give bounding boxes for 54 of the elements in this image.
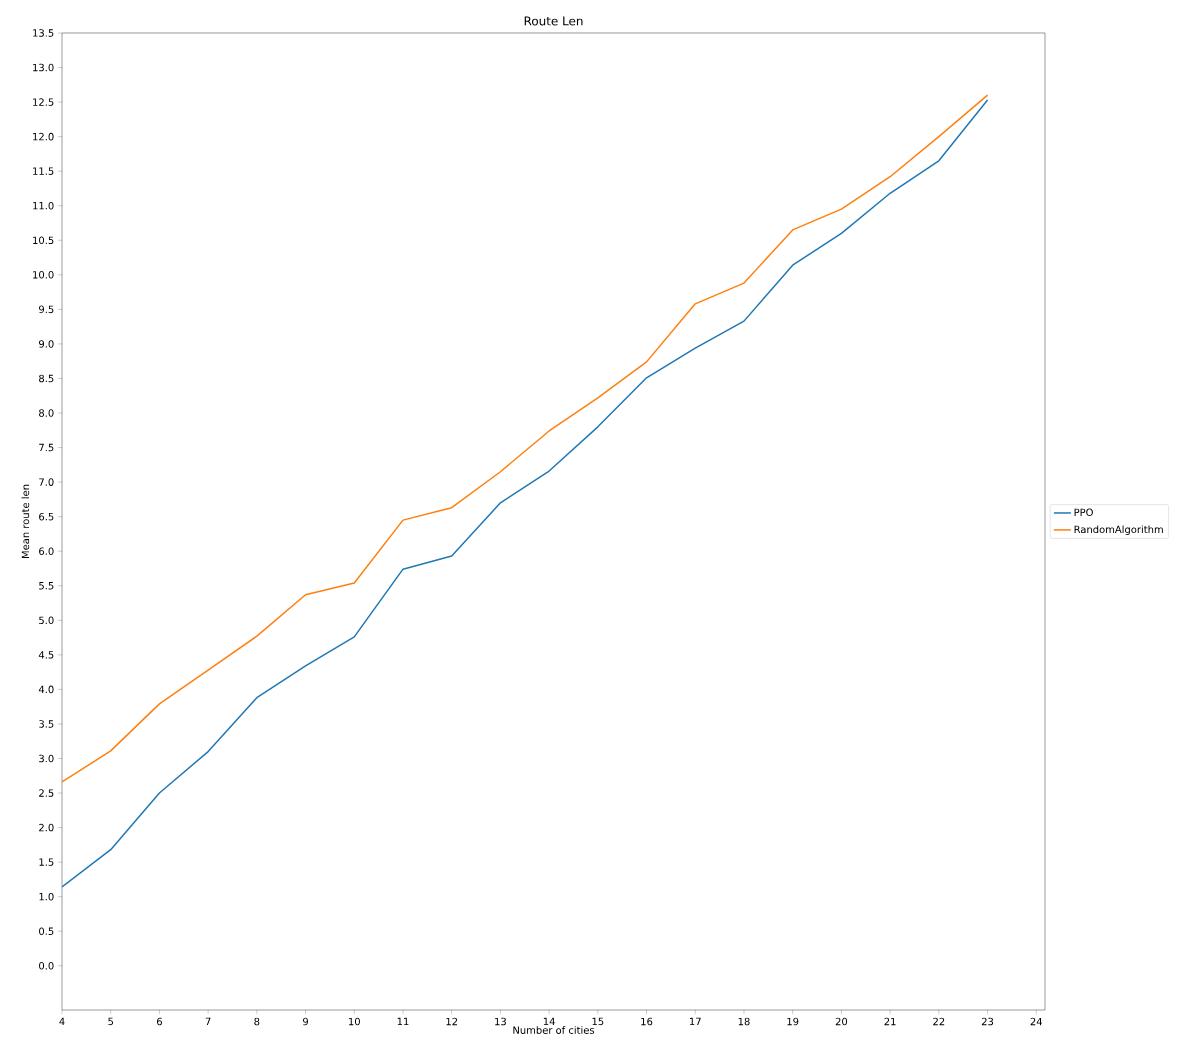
x-tick-label: 24 bbox=[1030, 1017, 1043, 1026]
x-tick-label: 12 bbox=[446, 1017, 458, 1026]
x-tick-label: 14 bbox=[543, 1017, 555, 1026]
x-tick-label: 10 bbox=[349, 1017, 360, 1026]
x-tick-label: 17 bbox=[690, 1017, 701, 1026]
y-tick-label: 12.5 bbox=[33, 98, 54, 106]
x-tick-label: 20 bbox=[835, 1017, 848, 1026]
y-tick-label: 2.5 bbox=[39, 789, 54, 797]
x-tick-label: 13 bbox=[495, 1017, 506, 1026]
y-tick-label: 8.0 bbox=[39, 409, 54, 417]
x-tick-label: 11 bbox=[397, 1017, 409, 1026]
x-tick-label: 22 bbox=[933, 1017, 945, 1026]
x-tick-label: 19 bbox=[787, 1017, 799, 1026]
x-axis-title: Number of cities bbox=[513, 1026, 595, 1034]
legend-label: RandomAlgorithm bbox=[1074, 525, 1163, 536]
legend-label: PPO bbox=[1074, 508, 1093, 517]
y-tick-label: 5.0 bbox=[39, 616, 54, 625]
x-tick-label: 4 bbox=[59, 1017, 65, 1026]
x-tick-label: 5 bbox=[108, 1017, 114, 1026]
y-tick-label: 1.0 bbox=[39, 892, 54, 901]
y-tick-label: 10.5 bbox=[33, 236, 54, 245]
y-axis-title: Mean route len bbox=[21, 484, 30, 559]
y-tick-label: 8.5 bbox=[39, 374, 54, 383]
x-tick-label: 23 bbox=[981, 1017, 994, 1026]
x-tick-label: 16 bbox=[641, 1017, 653, 1026]
y-tick-label: 7.5 bbox=[39, 443, 54, 452]
y-tick-label: 10.0 bbox=[33, 271, 54, 279]
x-tick-label: 15 bbox=[592, 1017, 604, 1026]
y-tick-label: 13.0 bbox=[33, 63, 54, 72]
y-tick-label: 7.0 bbox=[39, 478, 54, 486]
x-tick-label: 9 bbox=[303, 1017, 309, 1026]
y-tick-label: 3.0 bbox=[39, 754, 54, 763]
y-tick-label: 9.5 bbox=[39, 305, 54, 314]
y-tick-label: 12.0 bbox=[33, 132, 54, 141]
y-tick-label: 5.5 bbox=[39, 582, 54, 590]
y-tick-label: 0.5 bbox=[39, 927, 54, 935]
x-tick-label: 8 bbox=[254, 1017, 260, 1026]
y-tick-label: 11.5 bbox=[33, 167, 54, 175]
y-tick-label: 4.5 bbox=[38, 651, 54, 659]
y-tick-label: 9.0 bbox=[39, 340, 54, 348]
y-tick-label: 4.0 bbox=[38, 685, 54, 694]
y-tick-label: 1.5 bbox=[39, 858, 54, 866]
y-tick-label: 6.5 bbox=[39, 512, 54, 521]
chart-title: Route Len bbox=[524, 16, 583, 26]
y-tick-label: 0.0 bbox=[39, 962, 54, 970]
x-tick-label: 21 bbox=[884, 1017, 896, 1026]
x-tick-label: 6 bbox=[156, 1017, 162, 1026]
x-tick-label: 7 bbox=[205, 1017, 211, 1026]
y-tick-label: 3.5 bbox=[39, 720, 54, 728]
y-tick-label: 13.5 bbox=[33, 29, 54, 37]
y-tick-label: 6.0 bbox=[39, 547, 54, 555]
y-tick-label: 11.0 bbox=[33, 201, 54, 210]
y-tick-label: 2.0 bbox=[39, 823, 54, 832]
x-tick-label: 18 bbox=[738, 1017, 750, 1026]
